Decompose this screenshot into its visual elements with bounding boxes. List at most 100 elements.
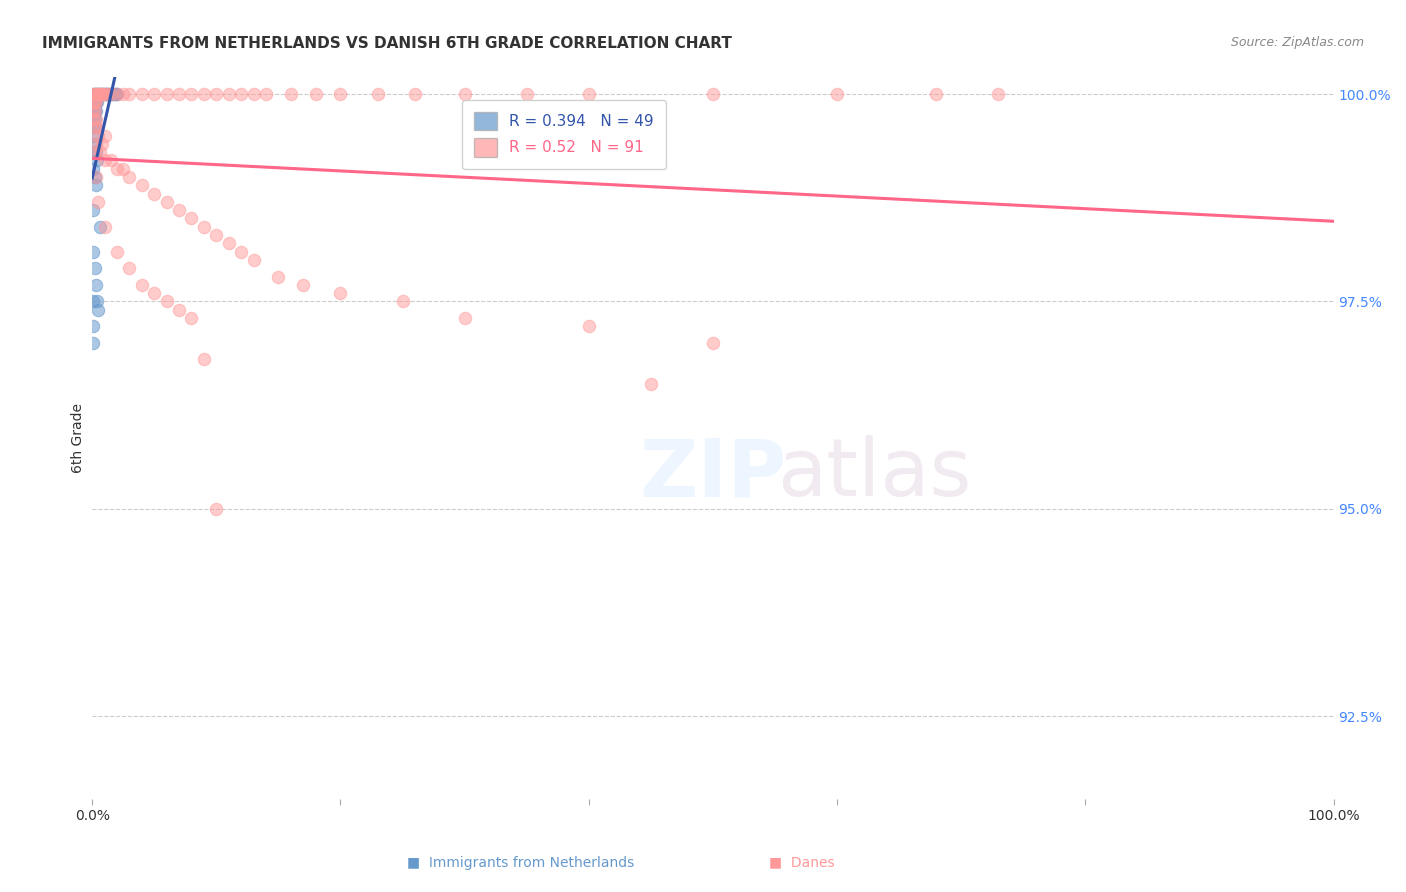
Point [578,319,600,334]
Point [218,236,240,251]
Point [180,87,202,101]
Point [367,87,389,101]
Point [93,87,115,101]
Point [131,87,153,101]
Point [112,87,135,101]
Point [180,211,202,226]
Point [267,269,290,284]
Point [84,136,107,151]
Text: ZIP: ZIP [640,435,786,513]
Y-axis label: 6th Grade: 6th Grade [72,403,86,474]
Point [205,87,228,101]
Point [304,87,326,101]
Point [84,169,107,184]
Point [93,219,115,234]
Point [578,87,600,101]
Point [91,136,114,151]
Point [329,286,352,301]
Point [83,95,105,110]
Point [89,219,111,234]
Point [82,95,104,110]
Point [205,227,228,242]
Point [83,103,105,118]
Point [91,87,114,101]
Point [91,87,114,101]
Point [100,87,122,101]
Point [167,87,190,101]
Point [90,87,112,101]
Point [82,120,104,135]
Point [89,87,111,101]
Point [96,87,118,101]
Point [193,219,215,234]
Point [105,244,128,259]
Point [242,252,264,267]
Point [292,277,315,292]
Point [83,145,105,160]
Text: ■  Danes: ■ Danes [769,855,834,870]
Text: IMMIGRANTS FROM NETHERLANDS VS DANISH 6TH GRADE CORRELATION CHART: IMMIGRANTS FROM NETHERLANDS VS DANISH 6T… [42,36,733,51]
Point [103,87,125,101]
Point [242,87,264,101]
Point [82,128,104,143]
Point [193,352,215,367]
Point [156,87,179,101]
Point [82,103,104,118]
Text: atlas: atlas [778,435,972,513]
Point [231,244,253,259]
Point [82,161,104,176]
Point [82,103,104,118]
Point [925,87,948,101]
Point [702,335,724,350]
Point [93,153,115,168]
Point [156,194,179,209]
Point [180,310,202,325]
Point [105,87,128,101]
Point [84,95,107,110]
Point [280,87,302,101]
Point [89,145,111,160]
Point [167,203,190,218]
Point [82,87,104,101]
Point [98,87,121,101]
Point [104,87,127,101]
Point [193,87,215,101]
Point [84,87,107,101]
Point [89,87,111,101]
Point [218,87,240,101]
Point [118,87,141,101]
Point [143,87,166,101]
Point [83,112,105,126]
Point [82,335,104,350]
Point [83,261,105,276]
Point [87,87,110,101]
Point [84,103,107,118]
Point [82,244,104,259]
Point [83,87,105,101]
Point [86,95,108,110]
Point [84,277,107,292]
Point [84,87,107,101]
Point [105,87,128,101]
Text: Source: ZipAtlas.com: Source: ZipAtlas.com [1230,36,1364,49]
Point [82,112,104,126]
Point [453,87,475,101]
Point [86,87,108,101]
Point [131,277,153,292]
Point [86,87,108,101]
Point [82,145,104,160]
Point [167,302,190,317]
Point [93,87,115,101]
Point [86,294,108,309]
Point [87,302,110,317]
Point [87,87,110,101]
Point [103,87,125,101]
Point [254,87,277,101]
Point [702,87,724,101]
Point [118,169,141,184]
Point [86,120,108,135]
Point [100,87,122,101]
Point [97,87,120,101]
Point [84,95,107,110]
Point [329,87,352,101]
